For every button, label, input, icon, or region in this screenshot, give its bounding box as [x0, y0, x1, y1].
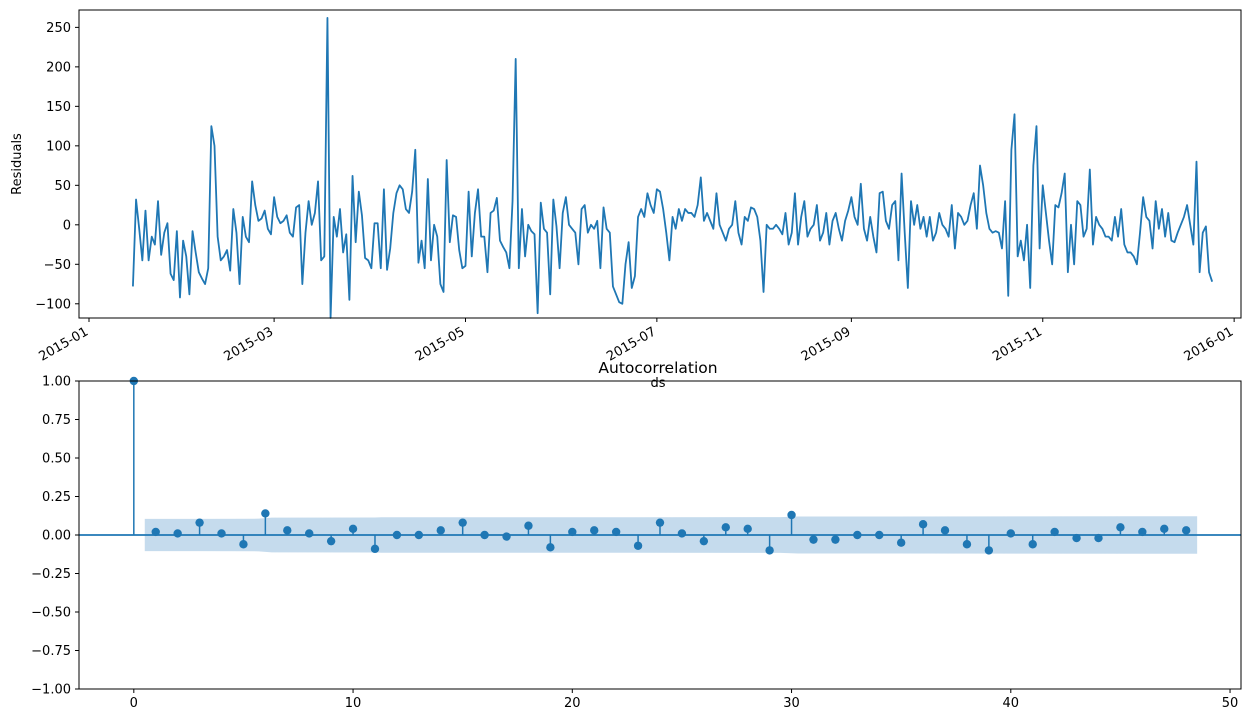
acf-marker	[590, 526, 599, 535]
y-tick-label: 1.00	[42, 375, 71, 390]
acf-marker	[1028, 540, 1037, 549]
acf-marker	[875, 530, 884, 540]
x-tick-label: 50	[1222, 696, 1239, 711]
y-tick-label: −1.00	[31, 683, 71, 698]
y-tick-label: 0.75	[42, 413, 71, 428]
acf-marker	[787, 510, 796, 520]
acf-marker	[831, 535, 840, 544]
y-tick-label: 100	[46, 139, 71, 154]
acf-marker	[984, 546, 994, 555]
acf-marker	[261, 509, 270, 518]
acf-marker	[348, 524, 358, 534]
y-tick-label: 0	[63, 218, 71, 233]
residuals-plot-frame	[78, 9, 1242, 319]
acf-marker	[546, 543, 555, 552]
acf-marker	[305, 529, 314, 538]
acf-marker	[1116, 523, 1125, 532]
acf-marker	[392, 530, 402, 540]
acf-marker	[568, 527, 577, 537]
residuals-x-axis-label: ds	[650, 376, 665, 391]
acf-marker	[655, 518, 665, 527]
acf-marker	[940, 526, 950, 535]
acf-marker	[414, 530, 424, 540]
x-tick-label: 40	[1003, 696, 1020, 711]
acf-marker	[458, 518, 467, 527]
x-tick-label: 2015-03	[222, 324, 277, 364]
acf-marker	[1181, 526, 1191, 535]
acf-marker	[239, 540, 248, 549]
acf-marker	[611, 527, 621, 537]
acf-marker	[370, 544, 380, 554]
acf-marker	[480, 530, 489, 540]
acf-marker	[721, 523, 730, 532]
autocorrelation-chart: −1.00 −0.75 −0.50 −0.25 0.00 0.25 0.50 0.75 1.00…	[31, 359, 1242, 711]
acf-marker	[283, 526, 292, 535]
x-tick-label: 20	[564, 696, 581, 711]
acf-marker	[896, 538, 906, 547]
acf-marker	[962, 540, 972, 549]
y-tick-label: 200	[46, 60, 71, 75]
acf-marker	[1006, 529, 1015, 538]
acf-marker	[436, 526, 445, 535]
x-tick-label: 10	[345, 696, 362, 711]
acf-marker	[173, 529, 182, 538]
acf-marker	[151, 527, 160, 537]
y-tick-label: 0.25	[42, 490, 71, 505]
acf-marker	[326, 536, 336, 546]
acf-marker	[1094, 533, 1103, 543]
y-tick-label: −100	[35, 297, 71, 312]
x-tick-label: 2015-11	[990, 324, 1045, 364]
residuals-line	[132, 16, 1214, 319]
y-tick-label: −0.25	[31, 567, 71, 582]
y-tick-label: 50	[54, 179, 71, 194]
acf-marker	[918, 520, 928, 529]
acf-marker	[1138, 527, 1147, 537]
x-tick-label: 2015-01	[36, 324, 91, 364]
x-tick-label: 0	[130, 696, 138, 711]
acf-marker	[1160, 524, 1169, 534]
acf-marker	[502, 532, 511, 541]
acf-marker	[217, 529, 226, 538]
y-tick-label: 250	[46, 21, 71, 36]
y-tick-label: 150	[46, 100, 71, 115]
acf-marker	[1072, 533, 1081, 543]
acf-marker	[699, 536, 709, 546]
acf-marker	[677, 529, 687, 538]
acf-marker	[809, 535, 818, 544]
y-tick-label: −50	[44, 258, 71, 273]
x-tick-label: 2015-05	[413, 324, 468, 364]
acf-marker	[1050, 527, 1059, 537]
acf-plot-frame	[78, 380, 1242, 690]
acf-marker	[195, 518, 204, 527]
acf-marker	[853, 530, 862, 540]
y-tick-label: 0.50	[42, 452, 71, 467]
acf-marker	[765, 546, 774, 555]
x-tick-label: 2015-09	[799, 324, 854, 364]
acf-marker	[524, 521, 533, 530]
x-tick-label: 2016-01	[1182, 324, 1237, 364]
acf-marker	[633, 541, 643, 550]
y-tick-label: −0.75	[31, 644, 71, 659]
y-tick-label: −0.50	[31, 606, 71, 621]
y-tick-label: 0.00	[42, 529, 71, 544]
acf-marker	[743, 524, 752, 534]
residuals-y-axis-label: Residuals	[10, 133, 25, 195]
x-tick-label: 30	[783, 696, 800, 711]
residuals-chart: −100 −50 0 50 100 150 200 250 2015-01 2015-03 2015…	[10, 9, 1242, 391]
acf-title: Autocorrelation	[598, 359, 717, 377]
